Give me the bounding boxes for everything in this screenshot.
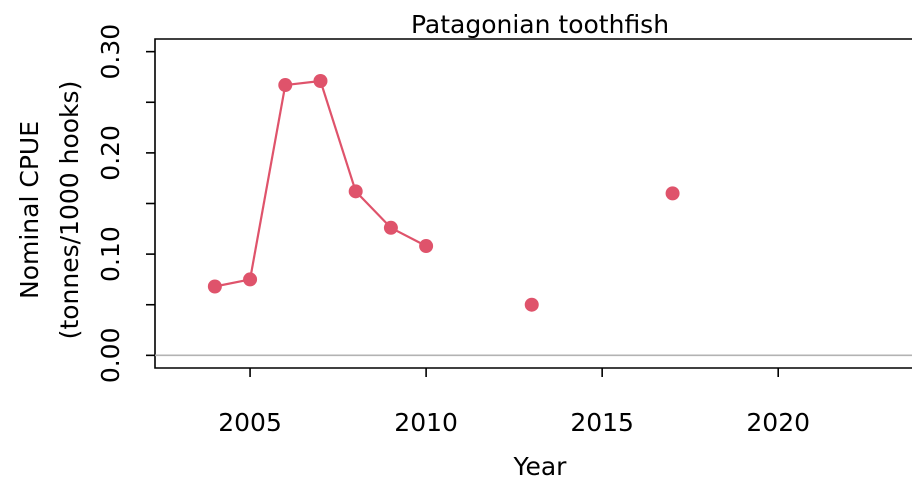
data-point <box>419 239 434 254</box>
y-tick-label: 0.00 <box>96 328 125 384</box>
data-point <box>524 297 539 312</box>
x-axis-title: Year <box>513 452 568 479</box>
y-tick-label: 0.30 <box>96 24 125 80</box>
data-point <box>665 186 680 201</box>
data-point <box>348 184 363 199</box>
series-segment <box>354 190 392 229</box>
y-tick-label: 0.20 <box>96 125 125 181</box>
y-axis-title-line1: Nominal CPUE <box>15 121 44 299</box>
x-tick-label: 2005 <box>218 408 282 437</box>
plot-frame <box>154 38 912 369</box>
data-series <box>207 74 680 312</box>
chart-title: Patagonian toothfish <box>411 10 669 39</box>
y-axis-title-line2: (tonnes/1000 hooks) <box>55 81 84 340</box>
series-segment <box>248 84 287 280</box>
data-point <box>207 279 222 294</box>
x-tick-label: 2015 <box>570 408 634 437</box>
axes: 2005 2010 2015 2020 0.00 0.10 0.20 0.30 <box>96 24 912 437</box>
data-point <box>313 74 328 89</box>
series-segment <box>319 80 357 192</box>
data-point <box>278 78 293 93</box>
y-tick-label: 0.10 <box>96 226 125 282</box>
data-point <box>243 272 258 287</box>
x-tick-label: 2010 <box>394 408 458 437</box>
x-tick-label: 2020 <box>746 408 810 437</box>
data-point <box>383 220 398 235</box>
